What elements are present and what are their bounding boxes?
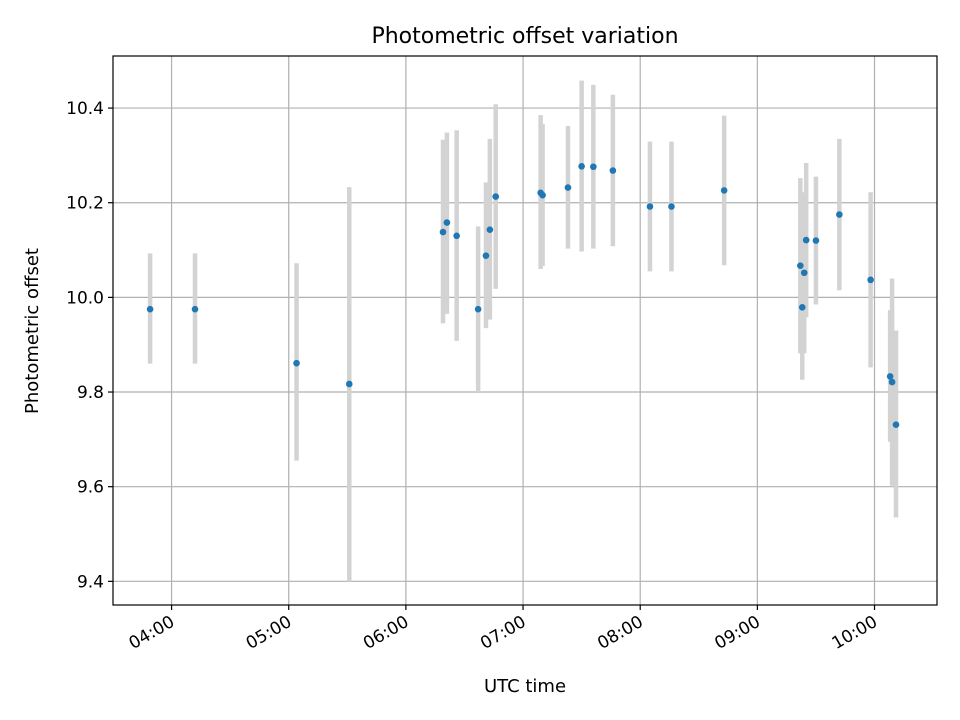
y-tick-label: 9.4 bbox=[77, 572, 104, 592]
data-point bbox=[539, 191, 546, 199]
x-tick-label: 04:00 bbox=[126, 612, 178, 654]
data-point bbox=[345, 380, 353, 388]
data-point bbox=[482, 252, 490, 260]
data-point bbox=[590, 163, 597, 171]
x-tick-label: 07:00 bbox=[477, 612, 529, 654]
data-point bbox=[836, 211, 843, 218]
x-tick-label: 10:00 bbox=[829, 612, 881, 654]
y-tick-label: 10.2 bbox=[66, 194, 104, 214]
data-points bbox=[146, 162, 900, 428]
x-tick-label: 09:00 bbox=[711, 612, 763, 654]
data-point bbox=[646, 203, 654, 210]
data-point bbox=[146, 305, 154, 313]
y-tick-label: 9.6 bbox=[77, 478, 104, 498]
chart-title: Photometric offset variation bbox=[371, 24, 678, 49]
data-point bbox=[886, 373, 894, 380]
y-tick-label: 10.4 bbox=[66, 99, 104, 119]
plot-frame bbox=[112, 55, 938, 606]
data-point bbox=[453, 232, 460, 240]
y-tick-label: 10.0 bbox=[66, 288, 104, 308]
data-point bbox=[293, 359, 300, 367]
x-axis-label: UTC time bbox=[484, 676, 566, 697]
data-point bbox=[609, 167, 617, 174]
data-point bbox=[564, 184, 572, 191]
data-point bbox=[191, 305, 199, 313]
data-point bbox=[668, 203, 675, 210]
data-point bbox=[867, 276, 874, 284]
y-axis-label: Photometric offset bbox=[22, 248, 43, 414]
data-point bbox=[888, 378, 896, 386]
data-point bbox=[892, 421, 900, 428]
x-tick-label: 06:00 bbox=[360, 612, 412, 654]
data-point bbox=[578, 162, 585, 170]
x-axis: 04:00 05:00 06:00 07:00 08:00 09:00 10:00 bbox=[126, 605, 881, 654]
data-point bbox=[800, 269, 808, 277]
data-point bbox=[474, 305, 482, 313]
data-point bbox=[812, 237, 820, 244]
data-point bbox=[802, 236, 810, 244]
x-tick-label: 08:00 bbox=[594, 612, 646, 654]
data-point bbox=[439, 228, 447, 236]
data-point bbox=[720, 187, 728, 194]
data-point bbox=[797, 262, 804, 269]
y-tick-label: 9.8 bbox=[77, 383, 104, 403]
data-point bbox=[798, 304, 806, 311]
data-point bbox=[492, 193, 500, 200]
grid bbox=[113, 56, 937, 605]
data-point bbox=[443, 219, 451, 226]
x-tick-label: 05:00 bbox=[243, 612, 295, 654]
data-point bbox=[486, 226, 494, 233]
y-axis: 9.4 9.6 9.8 10.0 10.2 10.4 bbox=[66, 99, 113, 592]
